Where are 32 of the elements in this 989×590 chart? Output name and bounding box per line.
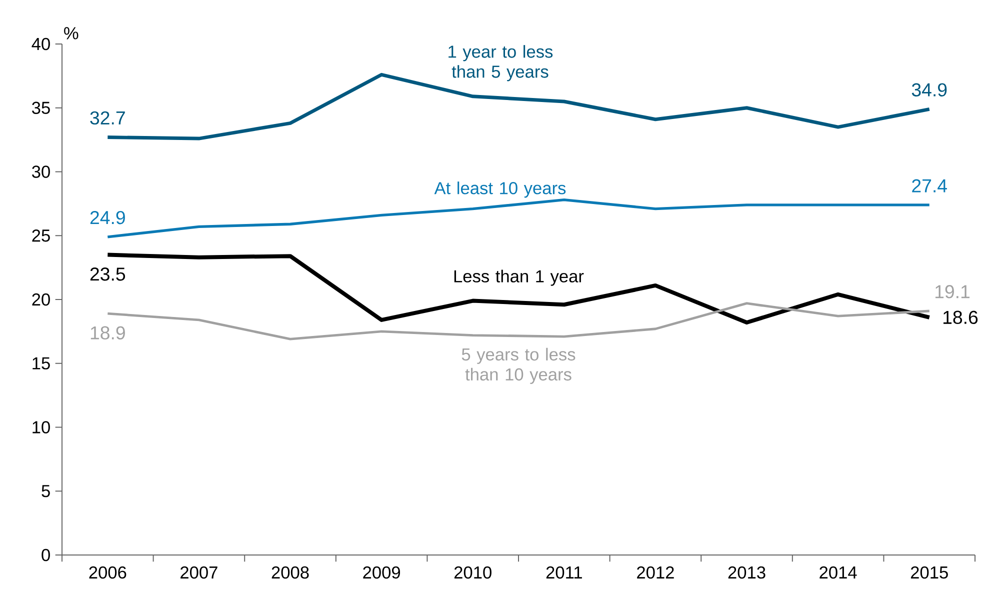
series-label: 5 years to less than 10 years — [462, 348, 576, 384]
x-tick-label: 2011 — [546, 566, 582, 579]
data-label: 24.9 — [90, 210, 125, 224]
x-tick-label: 2006 — [89, 566, 126, 579]
x-tick-label: 2012 — [637, 566, 674, 579]
x-tick-label: 2010 — [454, 566, 492, 579]
data-label: 34.9 — [912, 83, 947, 96]
series-label: 1 year to less than 5 years — [448, 45, 553, 82]
y-tick-label: 20 — [32, 293, 50, 306]
y-axis-title: % — [64, 27, 78, 40]
series-label: Less than 1 year — [454, 270, 584, 286]
y-tick-label: 10 — [32, 421, 50, 434]
x-tick-label: 2007 — [180, 566, 218, 579]
y-tick-label: 30 — [32, 166, 50, 178]
y-tick-label: 40 — [32, 38, 50, 50]
data-label: 27.4 — [912, 179, 947, 192]
y-tick-label: 15 — [32, 357, 50, 370]
data-label: 19.1 — [935, 285, 970, 298]
x-tick-label: 2015 — [910, 566, 948, 579]
y-tick-label: 5 — [42, 485, 50, 498]
x-tick-label: 2008 — [272, 566, 309, 579]
x-tick-label: 2014 — [820, 566, 857, 579]
data-label: 18.6 — [943, 310, 978, 324]
x-tick-label: 2013 — [728, 566, 766, 579]
y-tick-label: 25 — [32, 229, 50, 242]
data-label: 32.7 — [90, 111, 125, 125]
y-tick-label: 0 — [42, 548, 50, 562]
y-tick-label: 35 — [32, 102, 50, 114]
data-label: 18.9 — [90, 326, 125, 340]
x-tick-label: 2009 — [363, 566, 400, 579]
series-label: At least 10 years — [434, 182, 566, 198]
data-label: 23.5 — [90, 267, 126, 281]
